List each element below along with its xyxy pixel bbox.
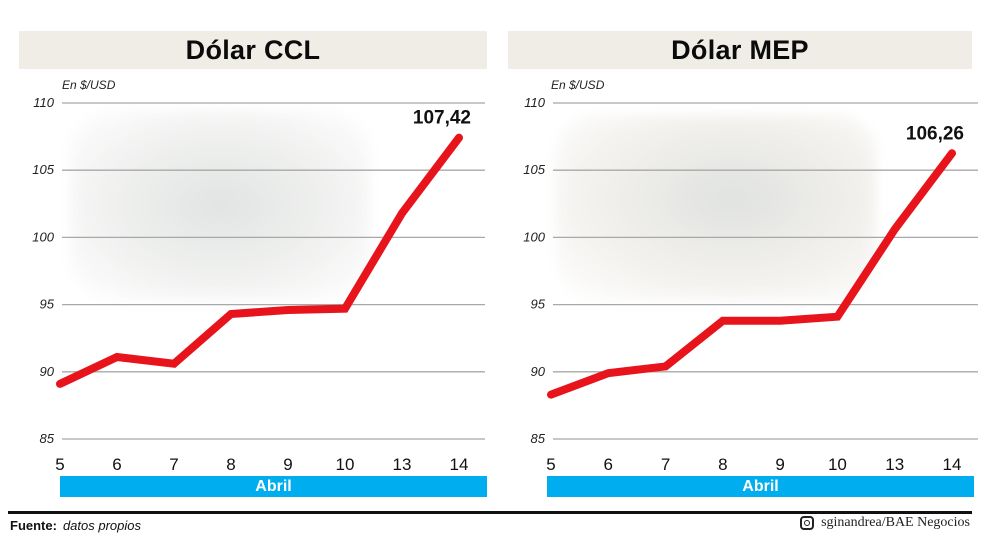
source-value: datos propios xyxy=(62,518,142,533)
chart-title-bar: Dólar CCL xyxy=(19,31,487,69)
line-chart-mep: 85 90 95 100 105 110 5 6 7 8 9 10 13 14 106,26 xyxy=(523,95,978,474)
y-tick-label: 105 xyxy=(32,162,54,177)
source-note: Fuente: datos propios xyxy=(10,518,141,533)
chart-panel-ccl: Dólar CCL En $/USD 85 90 95 100 105 110 5 6 7 8 9 1… xyxy=(0,0,496,505)
credit: sginandrea/BAE Negocios xyxy=(800,515,970,531)
y-tick-label: 90 xyxy=(40,364,55,379)
y-tick-label: 85 xyxy=(531,431,546,446)
y-tick-label: 95 xyxy=(531,297,546,312)
x-tick-label: 7 xyxy=(661,455,670,474)
money-photo-background xyxy=(556,115,876,300)
y-tick-label: 95 xyxy=(40,297,55,312)
x-tick-label: 14 xyxy=(943,455,962,474)
x-tick-label: 5 xyxy=(55,455,64,474)
month-label: Abril xyxy=(255,477,292,495)
x-tick-label: 8 xyxy=(718,455,727,474)
money-photo-background xyxy=(70,110,370,300)
x-tick-label: 14 xyxy=(450,455,469,474)
x-tick-label: 5 xyxy=(546,455,555,474)
y-tick-label: 110 xyxy=(524,95,545,110)
y-tick-label: 90 xyxy=(531,364,546,379)
credit-text: sginandrea/BAE Negocios xyxy=(821,515,970,530)
y-tick-label: 100 xyxy=(523,229,545,244)
end-value-label: 106,26 xyxy=(906,123,964,144)
month-axis-bar: Abril xyxy=(60,476,487,497)
chart-title-bar: Dólar MEP xyxy=(508,31,972,69)
x-tick-label: 8 xyxy=(226,455,235,474)
y-tick-label: 110 xyxy=(33,95,54,110)
instagram-icon xyxy=(800,516,815,530)
month-label: Abril xyxy=(742,477,779,495)
end-value-label: 107,42 xyxy=(413,108,471,129)
chart-panel-mep: Dólar MEP En $/USD 85 90 95 100 105 110 5 6 7 8 9 1… xyxy=(496,0,992,505)
x-tick-label: 6 xyxy=(604,455,613,474)
x-tick-label: 7 xyxy=(169,455,178,474)
y-tick-label: 105 xyxy=(523,162,545,177)
x-tick-label: 13 xyxy=(393,455,412,474)
y-tick-label: 85 xyxy=(40,431,55,446)
x-tick-label: 13 xyxy=(885,455,904,474)
source-label: Fuente: xyxy=(10,518,57,533)
month-axis-bar: Abril xyxy=(547,476,974,497)
y-tick-label: 100 xyxy=(32,229,54,244)
line-chart-ccl: 85 90 95 100 105 110 5 6 7 8 9 10 13 14 107,42 xyxy=(32,95,485,474)
footer-divider xyxy=(8,511,972,514)
x-tick-label: 9 xyxy=(283,455,292,474)
x-tick-label: 9 xyxy=(775,455,784,474)
x-tick-label: 10 xyxy=(336,455,355,474)
data-line xyxy=(56,133,463,388)
chart-title: Dólar CCL xyxy=(185,34,321,65)
y-axis-unit-label: En $/USD xyxy=(551,78,605,92)
data-line xyxy=(547,149,956,399)
x-tick-label: 10 xyxy=(828,455,847,474)
chart-title: Dólar MEP xyxy=(671,34,809,65)
x-tick-label: 6 xyxy=(112,455,121,474)
y-axis-unit-label: En $/USD xyxy=(62,78,116,92)
